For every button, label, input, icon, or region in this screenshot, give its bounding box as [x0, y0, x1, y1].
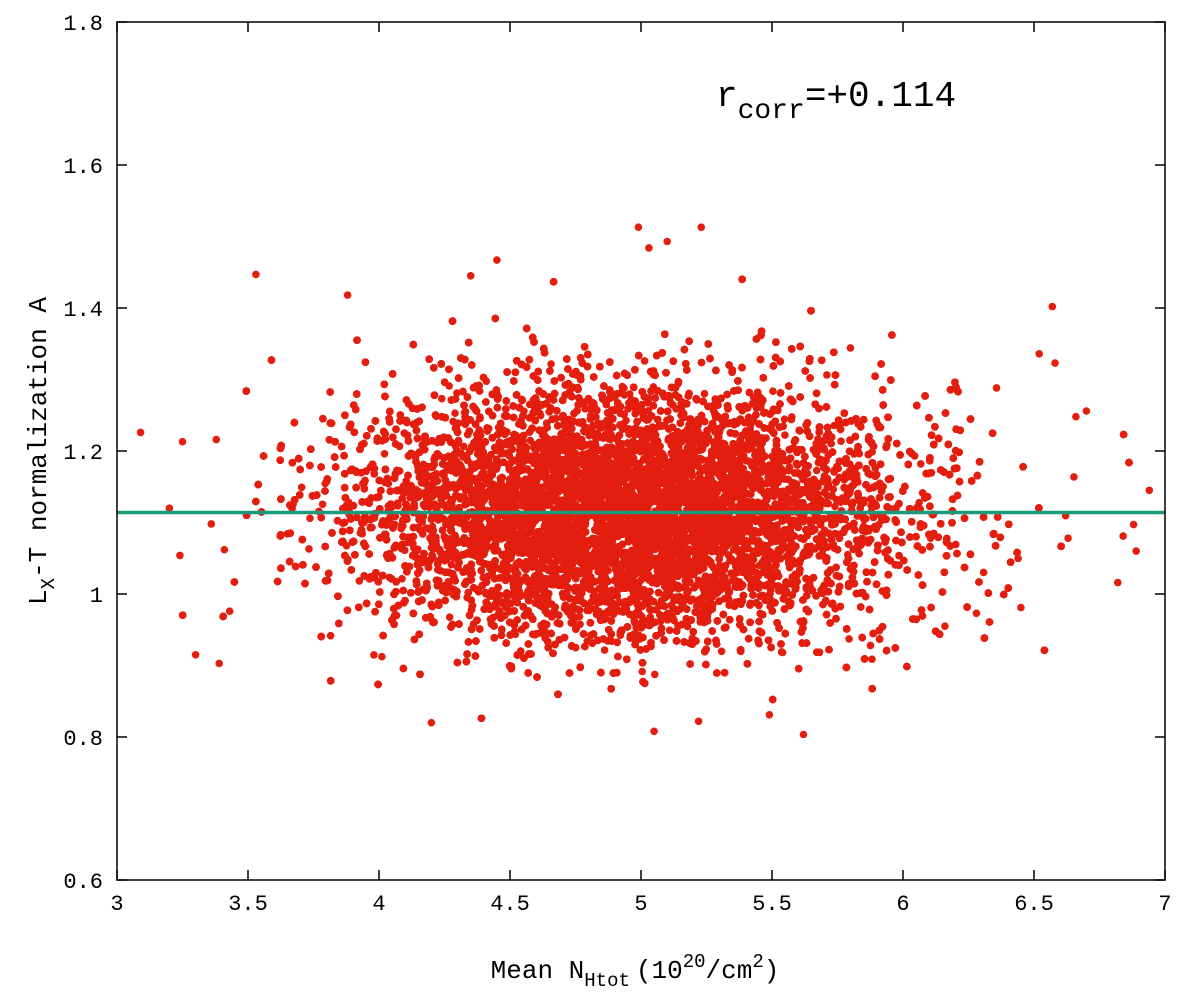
data-point: [717, 647, 726, 656]
data-point: [212, 435, 221, 444]
data-point: [917, 460, 925, 468]
data-point: [665, 626, 674, 635]
data-point: [445, 613, 454, 621]
data-point: [378, 652, 386, 661]
data-point: [787, 415, 796, 424]
data-point: [866, 641, 875, 650]
data-point: [830, 421, 838, 430]
data-point: [306, 514, 314, 523]
data-point: [453, 389, 461, 397]
data-point: [979, 568, 988, 577]
data-point: [318, 500, 327, 509]
data-point: [398, 575, 406, 583]
data-point: [831, 502, 839, 511]
data-point: [380, 450, 389, 458]
data-point: [640, 357, 649, 365]
data-point: [447, 560, 456, 569]
data-point: [832, 563, 840, 572]
data-point: [1014, 554, 1022, 563]
data-point: [618, 382, 627, 391]
data-point: [781, 431, 789, 439]
data-point: [780, 415, 789, 424]
data-point: [438, 394, 446, 403]
data-point: [799, 730, 808, 739]
data-point: [1070, 473, 1078, 481]
data-point: [638, 667, 646, 676]
data-point: [651, 670, 659, 679]
data-point: [837, 437, 845, 446]
data-point: [992, 384, 1001, 392]
data-point: [769, 387, 777, 396]
data-point: [370, 651, 378, 659]
data-point: [812, 466, 821, 475]
data-point: [600, 646, 609, 654]
data-point: [845, 635, 853, 643]
data-point: [846, 344, 855, 352]
data-point: [451, 409, 459, 418]
data-point: [355, 577, 364, 585]
scatter-points: [136, 223, 1154, 739]
data-point: [547, 360, 555, 368]
data-point: [868, 655, 876, 663]
data-point: [305, 545, 313, 553]
data-point: [297, 483, 306, 492]
data-point: [326, 631, 335, 640]
data-point: [700, 389, 709, 398]
data-point: [823, 371, 831, 379]
